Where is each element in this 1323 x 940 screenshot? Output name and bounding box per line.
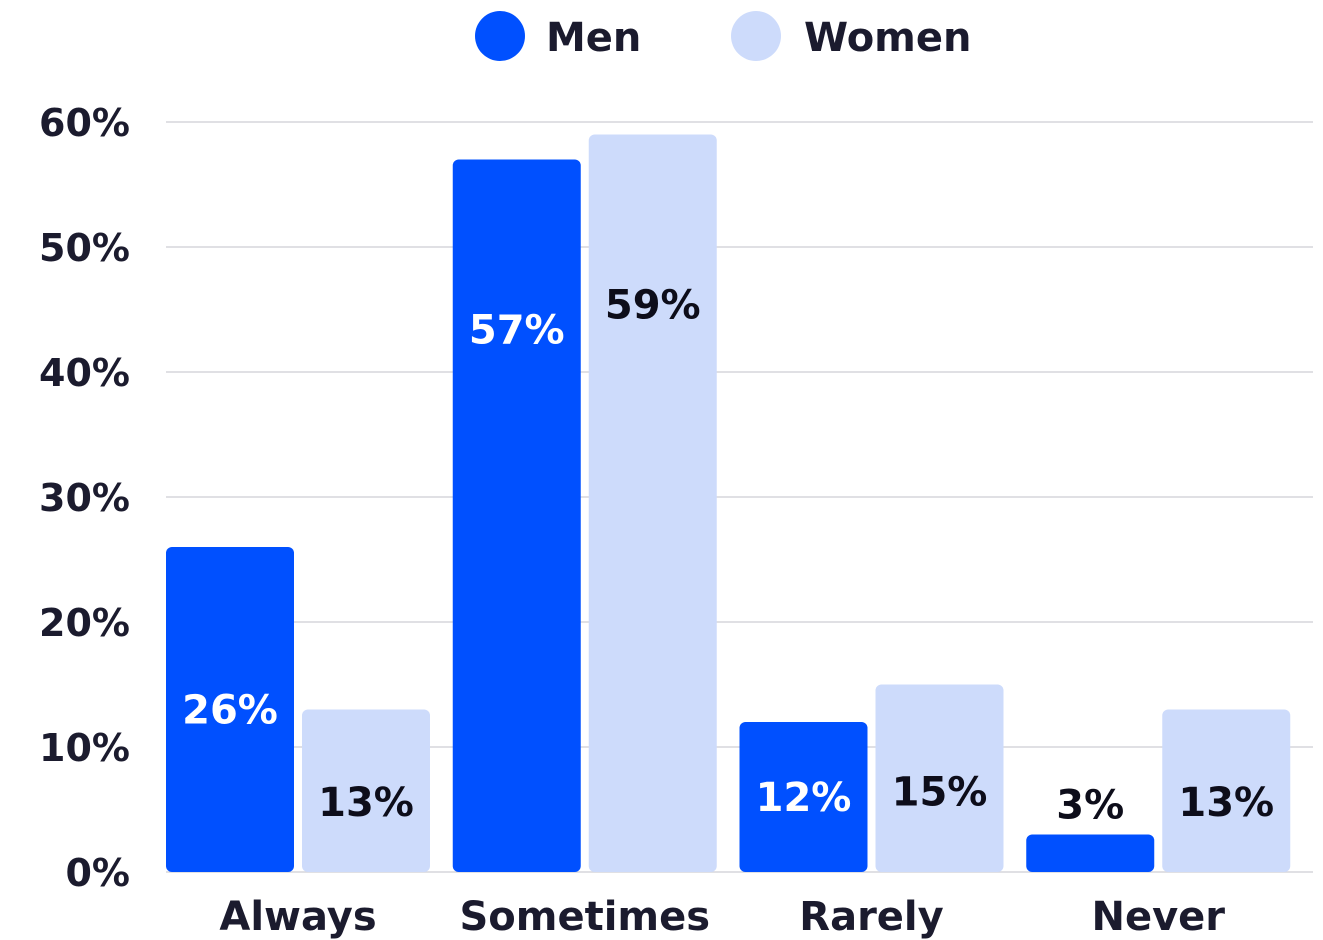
y-tick-label: 60% xyxy=(39,101,130,145)
bars xyxy=(166,134,1291,872)
bar-women-rarely xyxy=(875,684,1004,872)
data-label-men-sometimes: 57% xyxy=(469,308,565,354)
legend-label-men: Men xyxy=(546,15,641,61)
bar-women-sometimes xyxy=(588,134,717,872)
bar-women-never xyxy=(1162,709,1291,872)
data-labels: 26% 13% 57% 59% 12% 15% 3% 13% xyxy=(182,283,1274,829)
bar-men-never xyxy=(1026,834,1155,872)
y-tick-label: 40% xyxy=(39,351,130,395)
data-label-women-always: 13% xyxy=(318,780,414,826)
y-axis-ticks: 0% 10% 20% 30% 40% 50% 60% xyxy=(39,101,130,895)
data-label-men-always: 26% xyxy=(182,688,278,734)
y-tick-label: 50% xyxy=(39,226,130,270)
data-label-men-never: 3% xyxy=(1056,783,1124,829)
x-tick-label-always: Always xyxy=(219,894,376,940)
legend-swatch-women xyxy=(731,11,781,61)
x-axis-ticks: Always Sometimes Rarely Never xyxy=(219,894,1225,940)
bar-men-rarely xyxy=(739,722,868,872)
legend-swatch-men xyxy=(475,11,525,61)
bar-women-always xyxy=(302,709,430,872)
y-tick-label: 30% xyxy=(39,476,130,520)
data-label-women-sometimes: 59% xyxy=(605,283,701,329)
x-tick-label-rarely: Rarely xyxy=(799,894,943,940)
bar-men-sometimes xyxy=(452,159,581,872)
data-label-women-never: 13% xyxy=(1178,780,1274,826)
legend: Men Women xyxy=(475,11,971,61)
data-label-women-rarely: 15% xyxy=(892,769,988,815)
data-label-men-rarely: 12% xyxy=(756,775,852,821)
bar-men-always xyxy=(166,547,294,872)
y-tick-label: 10% xyxy=(39,726,130,770)
legend-label-women: Women xyxy=(804,15,971,61)
x-tick-label-never: Never xyxy=(1091,894,1225,940)
x-tick-label-sometimes: Sometimes xyxy=(459,894,710,940)
y-tick-label: 0% xyxy=(65,851,130,895)
y-tick-label: 20% xyxy=(39,601,130,645)
